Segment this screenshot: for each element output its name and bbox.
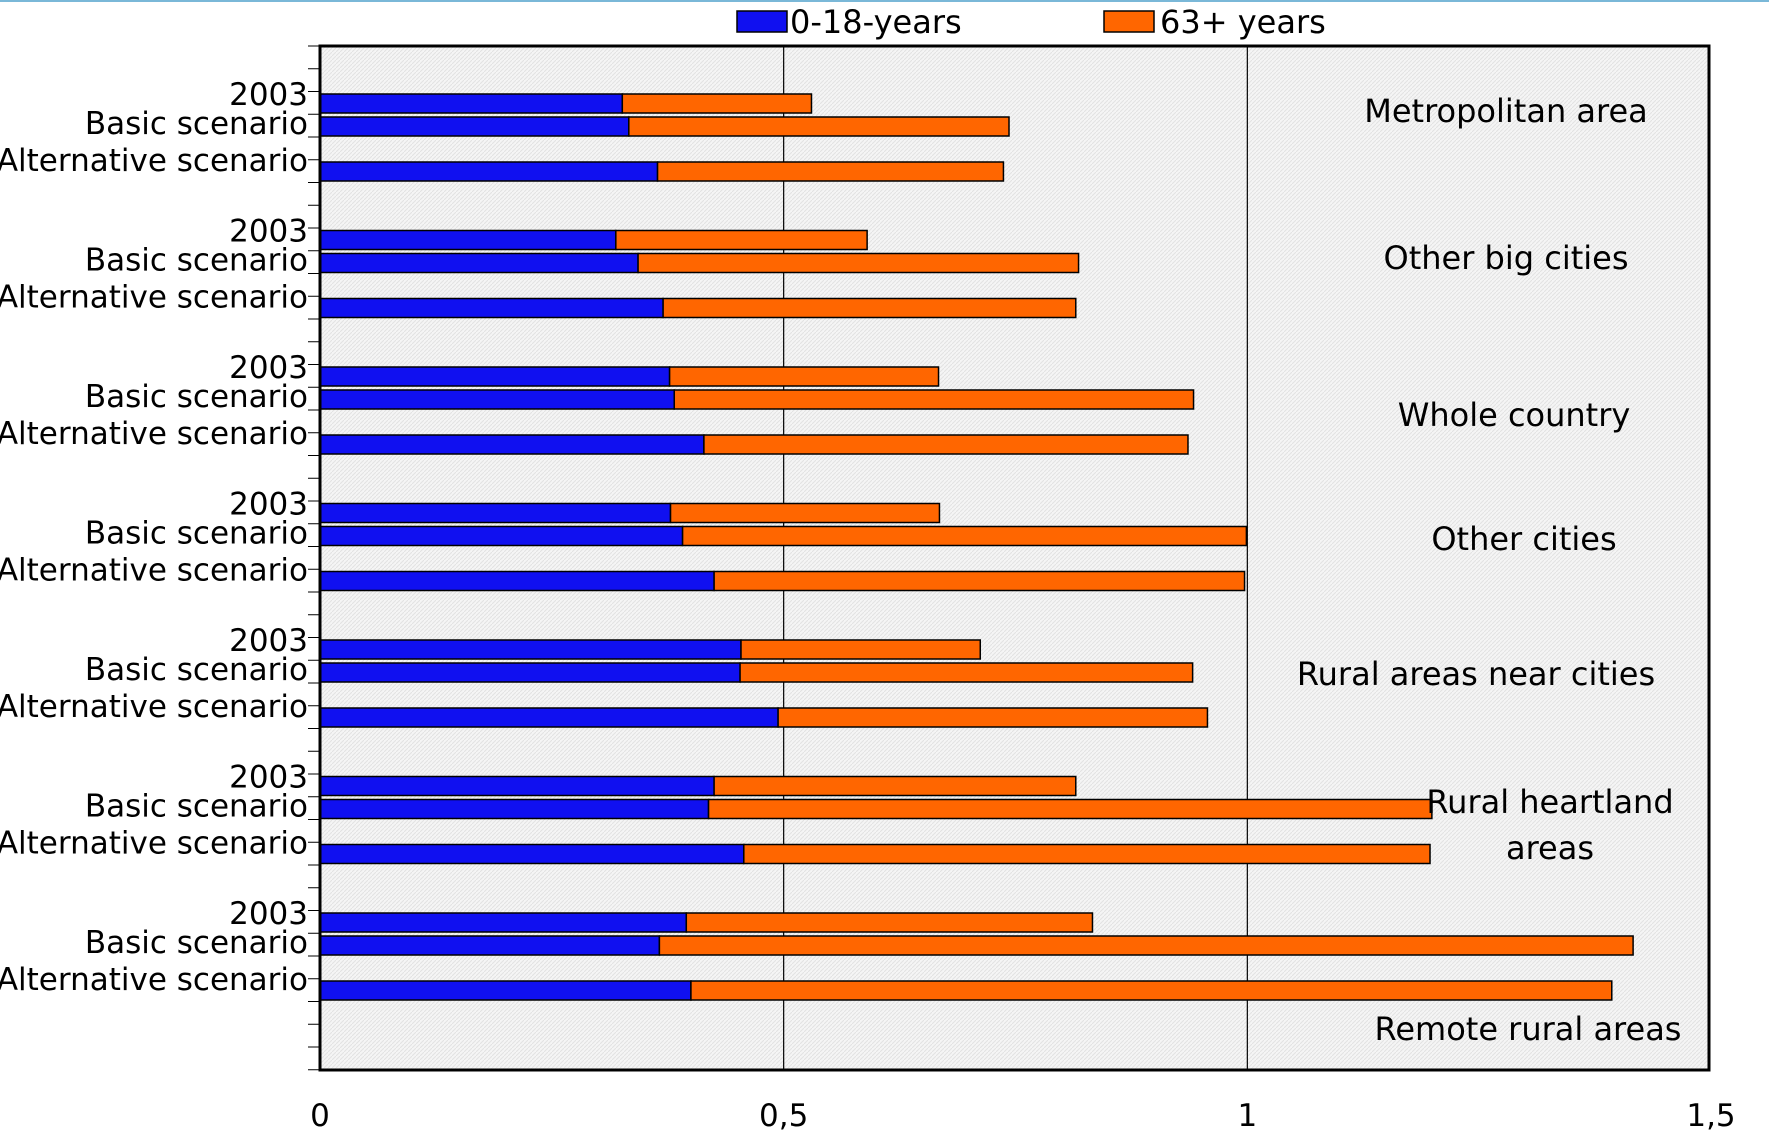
bar-age-63-plus-g0-b0 [621,93,813,114]
bar-age-63-plus-g0-b1 [628,116,1010,137]
bar-age-63-plus-g5-b0 [713,775,1077,797]
x-tick-label: 0,5 [759,1098,808,1134]
bar-age-0-18-g4-b2 [319,707,779,728]
bar-age-63-plus-g6-b1 [658,935,1634,956]
category-label: Alternative scenario [0,826,308,862]
bar-age-0-18-g3-b0 [319,502,672,524]
bar-age-0-18-g0-b2 [319,161,659,182]
bar-age-63-plus-g1-b0 [615,229,868,251]
legend-label: 63+ years [1160,3,1326,41]
bar-age-63-plus-g5-b1 [707,798,1433,820]
x-tick-label: 1,5 [1686,1098,1735,1134]
category-label: Alternative scenario [0,143,308,179]
bar-age-0-18-g2-b1 [319,389,675,410]
bar-age-0-18-g2-b0 [319,366,671,387]
category-label: Basic scenario [85,789,308,825]
gridlines [783,46,1248,1070]
group-label: Rural areas near cities [1297,655,1655,693]
category-label: Basic scenario [85,652,308,688]
category-label: Basic scenario [85,243,308,279]
category-label: Basic scenario [85,925,308,961]
x-axis: 0 0,5 1 1,5 [310,1098,1736,1134]
category-label: Basic scenario [85,379,308,415]
bar-age-0-18-g4-b0 [319,639,742,660]
category-label: Alternative scenario [0,280,308,316]
category-label: 2003 [229,896,308,932]
category-label: 2003 [229,623,308,659]
plot-area [320,46,1709,1070]
bar-age-0-18-g5-b1 [319,798,710,820]
category-label: Alternative scenario [0,962,308,998]
bar-age-0-18-g0-b0 [319,93,624,114]
bar-age-63-plus-g5-b2 [743,843,1431,865]
bar-age-63-plus-g3-b2 [713,570,1246,592]
legend-swatch-age-0-18 [736,10,788,33]
bar-age-63-plus-g4-b0 [740,639,982,660]
category-label: Alternative scenario [0,689,308,725]
category-label: Alternative scenario [0,553,308,589]
bar-age-63-plus-g4-b2 [777,707,1209,728]
group-label: Rural heartland areas [1426,783,1673,867]
x-tick-label: 1 [1237,1098,1257,1134]
group-label: Remote rural areas [1375,1010,1682,1048]
bar-age-0-18-g0-b1 [319,116,630,137]
bar-age-0-18-g6-b2 [319,980,692,1001]
bar-age-0-18-g3-b2 [319,570,715,592]
bar-age-63-plus-g2-b2 [703,434,1189,455]
bar-age-63-plus-g2-b1 [673,389,1195,410]
group-label: Other cities [1431,520,1616,558]
bar-age-63-plus-g1-b1 [637,252,1080,274]
group-label: Whole country [1398,396,1631,434]
bar-age-63-plus-g4-b1 [739,662,1194,683]
bar-age-0-18-g1-b1 [319,252,639,274]
group-label-line: areas [1506,829,1594,867]
bars [319,93,1634,1001]
legend-swatch-age-63-plus [1103,10,1155,33]
bar-age-0-18-g6-b0 [319,912,688,933]
bar-age-63-plus-g6-b2 [690,980,1613,1001]
category-label: 2003 [229,487,308,523]
category-label: 2003 [229,77,308,113]
category-label: Basic scenario [85,106,308,142]
x-tick-label: 0 [310,1098,330,1134]
plot-background [320,46,1709,1070]
plot-border [318,44,1711,1072]
bar-age-63-plus-g2-b0 [668,366,940,387]
bar-age-63-plus-g0-b2 [656,161,1005,182]
bar-age-0-18-g3-b1 [319,525,684,547]
group-labels: Metropolitan area Other big cities Whole c… [1297,92,1682,1048]
legend-label: 0-18-years [790,3,962,41]
bar-age-63-plus-g3-b1 [681,525,1248,547]
bar-age-0-18-g6-b1 [319,935,661,956]
bar-age-63-plus-g1-b2 [662,297,1077,319]
bar-age-0-18-g4-b1 [319,662,741,683]
category-label: Alternative scenario [0,416,308,452]
category-label: Basic scenario [85,516,308,552]
bar-age-0-18-g5-b2 [319,843,745,865]
plot-frame [318,44,1711,1072]
bar-age-63-plus-g3-b0 [669,502,941,524]
legend: 0-18-years 63+ years [736,3,1326,41]
category-label: 2003 [229,214,308,250]
group-label: Other big cities [1384,239,1629,277]
bar-age-0-18-g1-b0 [319,229,617,251]
group-label-line: Rural heartland [1426,783,1673,821]
bar-age-0-18-g2-b2 [319,434,705,455]
bar-age-0-18-g5-b0 [319,775,715,797]
group-label: Metropolitan area [1364,92,1648,130]
bar-age-0-18-g1-b2 [319,297,664,319]
category-label: 2003 [229,350,308,386]
bar-age-63-plus-g6-b0 [685,912,1094,933]
category-label: 2003 [229,760,308,796]
